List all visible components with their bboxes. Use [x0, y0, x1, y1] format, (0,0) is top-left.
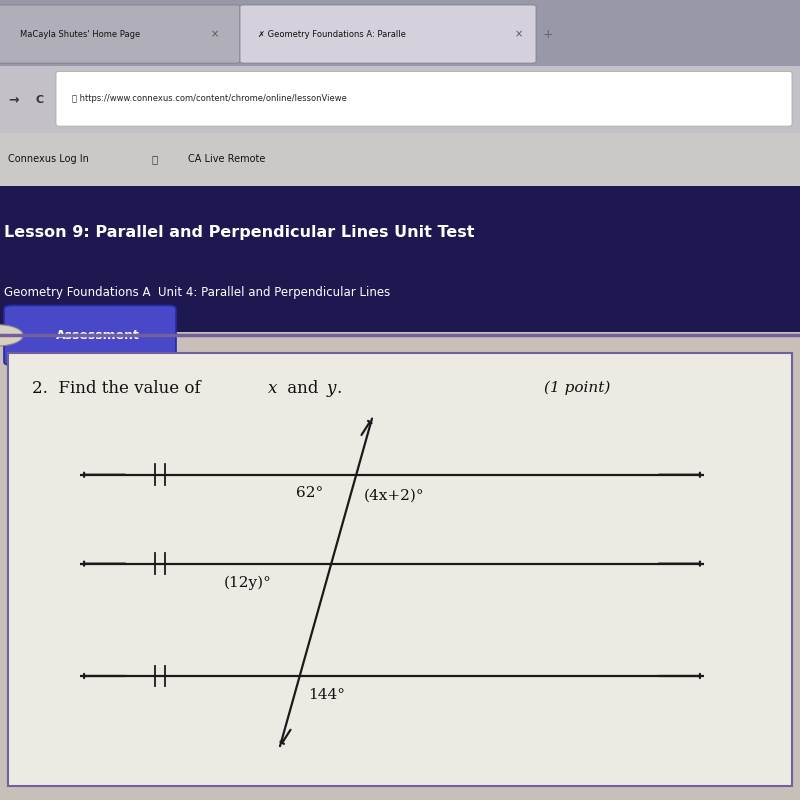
Text: 144°: 144° — [308, 688, 345, 702]
Text: Assessment: Assessment — [56, 329, 140, 342]
Text: 🔔: 🔔 — [152, 154, 158, 164]
Text: 🔒 https://www.connexus.com/content/chrome/online/lessonViewe: 🔒 https://www.connexus.com/content/chrom… — [72, 94, 347, 103]
Text: ×: × — [514, 29, 522, 39]
FancyBboxPatch shape — [0, 66, 800, 133]
Text: →: → — [8, 93, 18, 106]
Text: 2.  Find the value of: 2. Find the value of — [32, 380, 206, 397]
FancyBboxPatch shape — [0, 5, 240, 63]
Text: 62°: 62° — [296, 486, 323, 501]
FancyBboxPatch shape — [0, 0, 800, 66]
Text: (12y)°: (12y)° — [223, 575, 271, 590]
Text: (4x+2)°: (4x+2)° — [364, 489, 425, 502]
FancyBboxPatch shape — [8, 353, 792, 786]
FancyBboxPatch shape — [4, 306, 176, 365]
Text: and: and — [282, 380, 323, 397]
Text: C: C — [36, 94, 44, 105]
FancyBboxPatch shape — [240, 5, 536, 63]
Text: x: x — [268, 380, 278, 397]
Text: Lesson 9: Parallel and Perpendicular Lines Unit Test: Lesson 9: Parallel and Perpendicular Lin… — [4, 225, 474, 240]
FancyBboxPatch shape — [0, 133, 800, 186]
FancyBboxPatch shape — [0, 186, 800, 332]
Text: MaCayla Shutes' Home Page: MaCayla Shutes' Home Page — [20, 30, 140, 38]
Text: y: y — [326, 380, 336, 397]
Text: CA Live Remote: CA Live Remote — [188, 154, 266, 164]
Text: +: + — [542, 28, 554, 41]
Text: .: . — [336, 380, 342, 397]
Text: Geometry Foundations A  Unit 4: Parallel and Perpendicular Lines: Geometry Foundations A Unit 4: Parallel … — [4, 286, 390, 298]
Text: ×: × — [210, 29, 218, 39]
Text: Connexus Log In: Connexus Log In — [8, 154, 89, 164]
Text: ✗ Geometry Foundations A: Paralle: ✗ Geometry Foundations A: Paralle — [258, 30, 406, 38]
FancyBboxPatch shape — [56, 71, 792, 126]
Circle shape — [0, 325, 23, 346]
Text: (1 point): (1 point) — [544, 381, 610, 395]
